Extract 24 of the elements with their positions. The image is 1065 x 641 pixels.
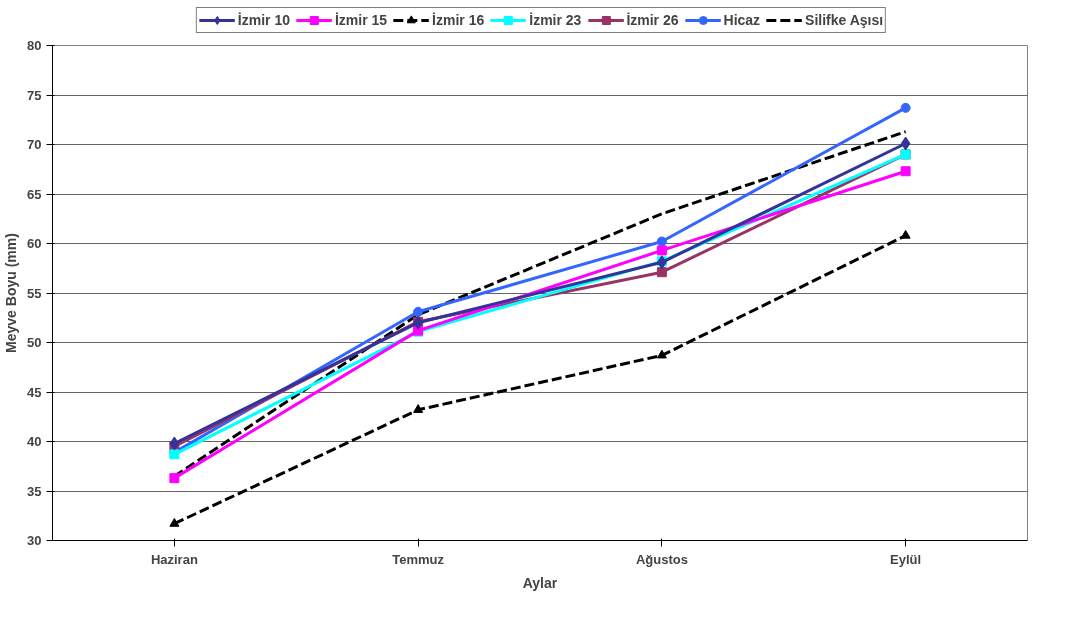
legend-label: İzmir 10 bbox=[237, 12, 290, 28]
y-tick-label: 30 bbox=[27, 533, 42, 548]
legend-label: Hicaz bbox=[723, 12, 761, 28]
y-tick-label: 80 bbox=[27, 38, 42, 53]
x-tick-label: Eylül bbox=[890, 551, 922, 567]
y-axis-title: Meyve Boyu (mm) bbox=[3, 233, 20, 353]
y-tick-label: 70 bbox=[27, 137, 42, 152]
y-tick-label: 50 bbox=[27, 335, 42, 350]
y-tick-label: 45 bbox=[27, 384, 42, 400]
legend-label: İzmir 23 bbox=[529, 12, 582, 28]
x-tick-label: Haziran bbox=[150, 551, 198, 567]
x-axis-title: Aylar bbox=[522, 574, 558, 591]
x-tick-label: Ağustos bbox=[635, 551, 688, 567]
legend-label: İzmir 26 bbox=[626, 12, 679, 28]
legend-label: İzmir 16 bbox=[432, 12, 485, 28]
y-tick-label: 55 bbox=[27, 285, 42, 301]
y-tick-label: 35 bbox=[27, 483, 42, 499]
y-tick-label: 40 bbox=[27, 434, 42, 449]
legend-label: Silifke Aşısı bbox=[805, 12, 884, 28]
y-tick-label: 60 bbox=[27, 236, 42, 251]
x-tick-label: Temmuz bbox=[392, 551, 445, 567]
y-tick-label: 75 bbox=[27, 87, 42, 103]
legend-label: İzmir 15 bbox=[334, 12, 388, 28]
y-tick-label: 65 bbox=[27, 186, 42, 202]
